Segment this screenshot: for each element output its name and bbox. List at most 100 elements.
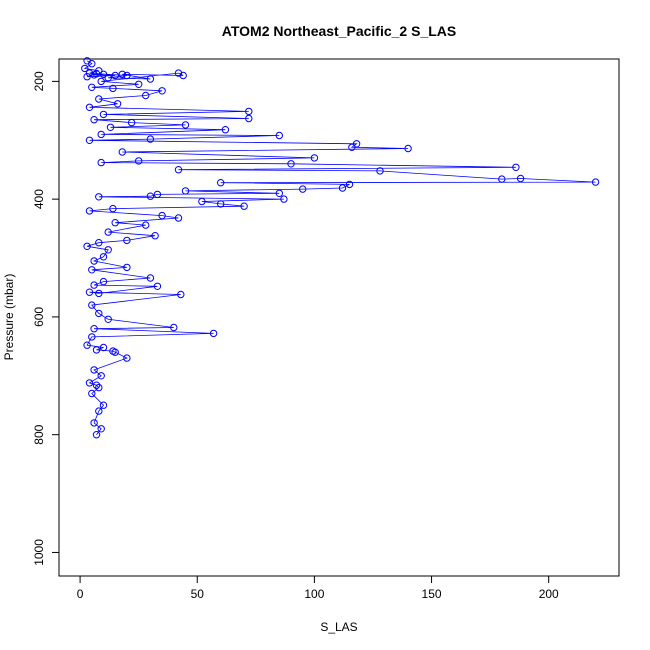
data-point (151, 232, 159, 240)
data-point (111, 348, 119, 356)
series-line (83, 60, 596, 435)
x-tick-label: 150 (422, 587, 442, 601)
y-tick-label: 1000 (32, 539, 46, 566)
data-point (111, 219, 119, 227)
y-tick-label: 800 (32, 424, 46, 444)
data-point (90, 281, 98, 289)
x-tick-label: 0 (77, 587, 84, 601)
data-point (146, 192, 155, 200)
x-tick-label: 200 (539, 587, 559, 601)
data-point (90, 257, 98, 265)
data-point (95, 383, 103, 392)
data-point (245, 107, 253, 116)
data-point (109, 84, 117, 93)
y-tick-label: 200 (32, 71, 46, 91)
data-point (123, 263, 131, 272)
data-point (404, 144, 412, 153)
data-point (338, 184, 347, 192)
data-point (516, 174, 525, 183)
data-point (198, 197, 206, 206)
data-point (135, 80, 143, 89)
data-point (85, 379, 94, 387)
data-point (95, 407, 103, 415)
data-point (127, 118, 136, 127)
data-point (275, 131, 283, 140)
data-point (146, 274, 155, 282)
data-point (142, 91, 150, 100)
data-point (88, 60, 96, 68)
data-point (245, 114, 253, 123)
data-point (181, 121, 190, 129)
data-point (99, 277, 108, 286)
data-point (109, 204, 117, 213)
data-point (104, 315, 112, 323)
data-point (591, 178, 600, 186)
y-tick-label: 400 (32, 189, 46, 209)
data-point (88, 301, 96, 309)
data-point (123, 71, 131, 80)
data-point (90, 419, 98, 427)
x-axis-label: S_LAS (320, 620, 357, 634)
y-axis-label: Pressure (mbar) (2, 274, 16, 361)
data-point (88, 83, 96, 92)
data-point (209, 329, 218, 338)
data-point (88, 266, 96, 274)
y-tick-label: 600 (32, 307, 46, 327)
data-point (92, 381, 101, 389)
data-point (99, 110, 108, 119)
data-point (123, 354, 131, 362)
data-point (92, 431, 101, 439)
data-point (81, 64, 89, 73)
data-point (113, 100, 122, 108)
data-point (92, 346, 101, 354)
chart-title: ATOM2 Northeast_Pacific_2 S_LAS (222, 23, 456, 39)
data-point (142, 221, 150, 229)
data-point (99, 253, 108, 261)
data-point (146, 75, 155, 83)
data-point (106, 123, 115, 132)
data-point (97, 130, 105, 139)
series-layer (81, 57, 600, 439)
data-point (85, 207, 94, 215)
data-point (99, 401, 108, 409)
data-point (146, 135, 155, 143)
data-point (83, 341, 91, 349)
data-point (97, 158, 105, 167)
data-point (174, 166, 183, 174)
data-point (95, 95, 103, 103)
x-tick-label: 100 (304, 587, 324, 601)
data-point (498, 175, 506, 183)
data-point (99, 70, 108, 79)
x-axis: 0 50 100 150 200 (77, 575, 559, 601)
data-point (345, 180, 354, 189)
data-point (118, 148, 127, 156)
data-point (90, 116, 98, 124)
data-point (174, 69, 183, 77)
data-point (217, 179, 225, 187)
data-point (123, 236, 131, 245)
data-point (97, 77, 105, 86)
data-point (135, 157, 143, 165)
data-point (85, 103, 94, 112)
data-point (83, 73, 91, 81)
data-point (85, 136, 94, 145)
data-point (217, 200, 225, 208)
data-point (99, 343, 108, 352)
data-point (83, 242, 91, 251)
data-point (111, 71, 119, 80)
data-point (90, 366, 98, 374)
data-point (352, 140, 361, 148)
data-point (174, 214, 183, 222)
data-point (104, 246, 112, 254)
data-point (95, 193, 103, 201)
data-point (104, 228, 112, 236)
data-point (88, 389, 96, 398)
data-point (153, 190, 162, 199)
data-point (280, 195, 288, 203)
data-point (153, 282, 162, 290)
data-point (310, 154, 319, 162)
data-point (85, 288, 94, 296)
data-point (158, 211, 166, 220)
data-point (158, 87, 166, 95)
